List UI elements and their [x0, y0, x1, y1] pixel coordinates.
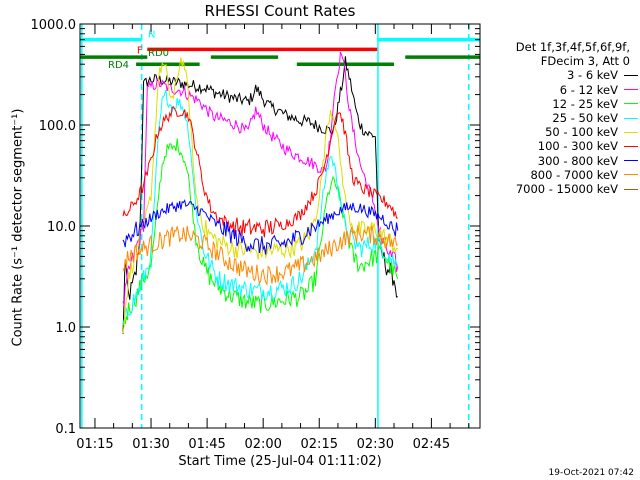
legend-swatch — [624, 174, 638, 176]
legend-label: 3 - 6 keV — [567, 68, 618, 83]
legend-entry: 800 - 7000 keV — [486, 168, 638, 182]
annotation-rd0: RD0 — [148, 48, 169, 59]
legend-label: 50 - 100 keV — [545, 125, 618, 140]
y-tick-label-4: 1000.0 — [31, 18, 77, 33]
annotation-f: F — [137, 45, 143, 56]
state-bars — [80, 37, 480, 66]
y-axis-label: Count Rate (s⁻¹ detector segment⁻¹) — [10, 108, 26, 347]
legend-label: 6 - 12 keV — [559, 82, 618, 97]
x-tick-label-1: 01:30 — [132, 437, 169, 452]
annotation-n: N — [148, 30, 155, 41]
legend-swatch — [624, 103, 638, 105]
legend-swatch — [624, 117, 638, 119]
legend-header-line-1: Det 1f,3f,4f,5f,6f,9f, — [515, 40, 630, 54]
tick-labels: 0.1 1.0 10.0 100.0 1000.0 01:15 01:30 01:45 02:0… — [31, 18, 451, 452]
legend-entry: 7000 - 15000 keV — [486, 182, 638, 196]
legend-swatch — [624, 188, 638, 190]
y-tick-label-0: 0.1 — [55, 422, 76, 437]
axes — [79, 23, 481, 429]
legend-entry: 100 - 300 keV — [486, 139, 638, 153]
x-axis-label: Start Time (25-Jul-04 01:11:02) — [178, 454, 382, 469]
y-tick-label-1: 1.0 — [55, 321, 76, 336]
legend-swatch — [624, 89, 638, 91]
series-line-6 — [122, 199, 399, 255]
legend-swatch — [624, 146, 638, 148]
legend-entry: 25 - 50 keV — [486, 111, 638, 125]
series-line-5 — [122, 106, 398, 238]
legend-label: 300 - 800 keV — [537, 153, 618, 168]
legend: Det 1f,3f,4f,5f,6f,9f, FDecim 3, Att 0 3… — [486, 40, 638, 196]
x-tick-label-5: 02:30 — [357, 437, 394, 452]
annotations: NF RD0 RD4 — [108, 30, 169, 72]
legend-label: 12 - 25 keV — [552, 96, 618, 111]
legend-entry: 3 - 6 keV — [486, 68, 638, 82]
y-tick-label-2: 10.0 — [47, 220, 76, 235]
x-tick-label-2: 01:45 — [188, 437, 225, 452]
legend-entry: 300 - 800 keV — [486, 154, 638, 168]
legend-entry: 6 - 12 keV — [486, 83, 638, 97]
series-line-7 — [122, 224, 398, 287]
annotation-rd4: RD4 — [108, 60, 129, 71]
series-line-4 — [122, 57, 398, 334]
timestamp: 19-Oct-2021 07:42 — [548, 468, 634, 478]
series-line-2 — [122, 138, 399, 326]
legend-label: 25 - 50 keV — [552, 111, 618, 126]
x-tick-label-6: 02:45 — [413, 437, 450, 452]
series-line-0 — [122, 56, 398, 334]
legend-label: 100 - 300 keV — [537, 139, 618, 154]
series-line-3 — [122, 89, 399, 324]
y-tick-label-3: 100.0 — [39, 119, 76, 134]
x-tick-label-4: 02:15 — [301, 437, 338, 452]
legend-swatch — [624, 131, 638, 133]
legend-entry: 12 - 25 keV — [486, 97, 638, 111]
legend-label: 7000 - 15000 keV — [515, 182, 618, 197]
chart-title: RHESSI Count Rates — [204, 2, 356, 20]
x-tick-label-0: 01:15 — [76, 437, 113, 452]
legend-entry: 50 - 100 keV — [486, 125, 638, 139]
legend-swatch — [624, 160, 638, 162]
series-lines — [122, 51, 399, 334]
x-tick-label-3: 02:00 — [244, 437, 281, 452]
legend-swatch — [624, 75, 638, 76]
legend-label: 800 - 7000 keV — [530, 167, 618, 182]
legend-header-line-2: FDecim 3, Att 0 — [540, 54, 630, 69]
